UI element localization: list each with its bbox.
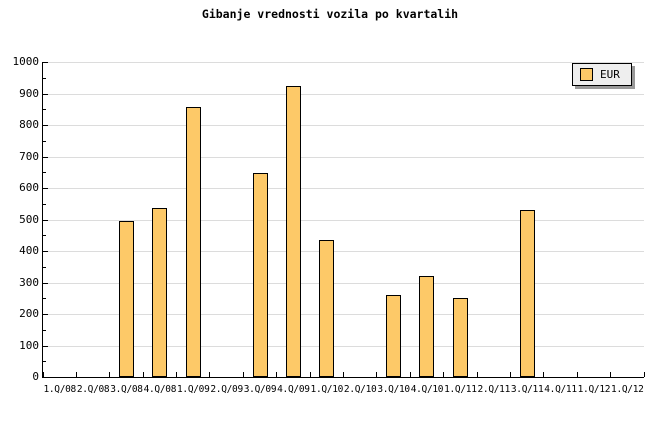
x-axis-tick-label: 4.Q/09 [277,384,310,395]
y-axis-tick [43,361,46,363]
y-axis-tick-label: 100 [19,338,39,352]
bar [285,85,301,377]
bar [185,106,201,377]
x-axis-tick-label: 2.Q/09 [210,384,243,395]
gridline [43,219,644,221]
x-axis-tick-label: 1.Q/12 [577,384,611,395]
y-axis-tick-label: 500 [19,212,39,226]
x-axis-tick [476,372,478,377]
y-axis-tick [43,125,48,126]
y-axis-tick [43,266,46,268]
x-axis-tick [443,372,445,377]
gridline [43,156,644,158]
bar [519,210,535,377]
y-axis-tick [43,140,46,142]
gridline [43,345,644,347]
y-axis-tick [43,77,46,79]
x-axis-tick [309,372,311,377]
y-axis-tick [43,235,46,237]
chart-title: Gibanje vrednosti vozila po kvartalih [201,7,459,21]
y-axis-tick [43,329,46,331]
x-axis-tick [643,372,645,377]
x-axis-tick-label: 4.Q/10 [410,384,444,395]
x-axis-tick [343,372,344,377]
y-axis-tick [43,172,46,174]
y-axis-tick [43,219,48,221]
x-axis-tick-label: 2.Q/11 [477,384,511,395]
x-axis-tick [276,372,278,377]
x-axis-tick-label: 4.Q/08 [143,384,177,395]
gridline [43,62,644,63]
y-axis-tick [43,251,48,252]
x-axis-tick [242,372,244,377]
x-axis-tick [543,372,545,377]
bar [152,208,168,377]
y-axis-tick-label: 700 [19,149,39,163]
gridline [43,125,644,126]
x-axis-tick [509,372,511,377]
legend: EUR [572,63,632,86]
x-axis-tick-label: 4.Q/11 [544,384,577,395]
bar [386,295,402,377]
plot-area: 0 100 200 300 400 500 600 700 800 900 1000 1.Q/08 2.… [13,56,645,395]
y-axis-tick-label: 600 [19,181,39,194]
y-axis-tick-label: 900 [19,86,39,100]
x-axis-tick [42,372,44,377]
y-axis-tick-label: 400 [19,244,39,257]
y-axis-tick [43,156,48,158]
bar [452,297,468,377]
gridline [43,282,644,284]
x-axis-tick [376,372,378,377]
y-axis-tick [43,109,46,111]
bar [419,275,435,377]
x-axis-tick [142,372,144,377]
x-axis-tick-label: 3.Q/11 [510,384,544,395]
x-axis-tick-label: 3.Q/10 [377,384,410,395]
y-axis-tick [43,282,48,284]
gridline [43,314,644,315]
x-axis-tick [176,372,178,377]
y-axis-tick [43,188,48,189]
x-axis-tick [409,372,411,377]
bar [252,172,268,377]
x-axis-tick-label: 1.Q/08 [43,384,76,395]
x-axis-tick [75,372,77,377]
x-axis-tick-label: 1.Q/12 [611,384,644,395]
y-axis-tick-label: 800 [19,118,39,131]
x-axis-tick [109,372,111,377]
x-axis-tick-label: 1.Q/09 [176,384,210,395]
y-axis-tick [43,203,46,205]
y-axis-tick [43,62,48,63]
y-axis-tick-label: 0 [32,370,39,383]
x-axis-tick-label: 3.Q/08 [110,384,143,395]
x-axis-tick-label: 2.Q/10 [343,384,377,395]
x-axis-tick [209,372,211,377]
x-axis-tick-label: 1.Q/11 [444,384,477,395]
x-axis-tick [576,372,578,377]
y-axis-tick-label: 1000 [12,55,40,68]
bar [118,221,134,377]
y-axis-tick [43,345,48,347]
y-axis-tick [43,93,48,95]
gridline [43,93,644,95]
x-axis-tick-label: 3.Q/09 [243,384,277,395]
gridline [43,251,644,252]
x-axis-tick [610,372,612,377]
legend-swatch-icon [580,68,593,81]
gridline [43,188,644,189]
y-axis-tick-label: 200 [19,307,39,320]
x-axis-tick-label: 2.Q/08 [76,384,110,395]
legend-label: EUR [600,68,620,81]
bar [319,240,335,377]
y-axis-tick [43,314,48,315]
y-axis-tick-label: 300 [19,275,39,289]
x-axis-tick-label: 1.Q/10 [310,384,344,395]
y-axis-tick [43,298,46,300]
